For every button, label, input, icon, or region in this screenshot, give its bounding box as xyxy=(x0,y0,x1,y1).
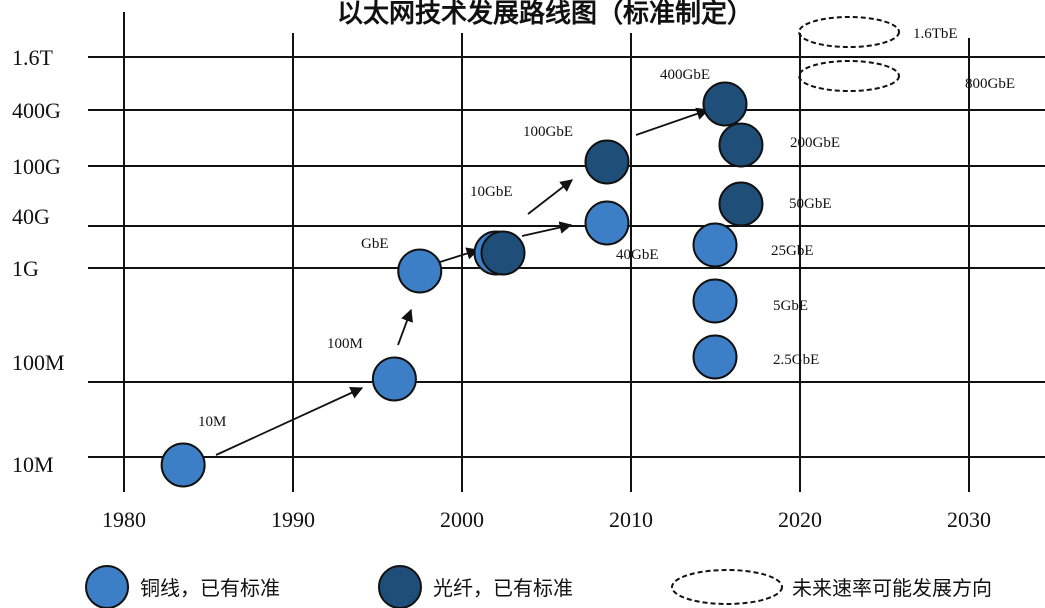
copper-standard-point xyxy=(692,278,738,324)
point-label: 200GbE xyxy=(790,135,840,151)
point-label: 2.5GbE xyxy=(773,352,819,368)
y-tick-label: 100M xyxy=(12,350,65,375)
x-tick-label: 1990 xyxy=(271,507,315,532)
point-label: 5GbE xyxy=(773,298,808,314)
copper-standard-point xyxy=(692,222,738,268)
y-tick-label: 10M xyxy=(12,452,54,477)
y-tick-label: 1G xyxy=(12,256,39,281)
fiber-standard-point xyxy=(718,181,764,227)
future-speed-ellipse xyxy=(798,60,900,92)
trend-arrow xyxy=(439,247,480,263)
point-label: 100GbE xyxy=(523,124,573,140)
point-label: 1.6TbE xyxy=(913,26,958,42)
copper-standard-point xyxy=(584,200,630,246)
legend-label: 未来速率可能发展方向 xyxy=(792,576,992,600)
copper-standard-point xyxy=(371,356,417,402)
legend-swatch xyxy=(85,565,129,608)
trend-arrow xyxy=(635,107,710,136)
point-label: GbE xyxy=(361,236,389,252)
trend-arrow xyxy=(521,221,573,237)
trend-arrows xyxy=(215,107,710,456)
chart-title: 以太网技术发展路线图（标准制定） xyxy=(337,0,753,29)
x-axis-tick-labels: 1980 1990 2000 2010 2020 2030 xyxy=(102,507,991,532)
trend-arrow xyxy=(215,387,364,456)
legend-label: 光纤，已有标准 xyxy=(433,576,573,600)
point-label: 40GbE xyxy=(616,247,659,263)
data-point-labels: 10M 100M GbE 10GbE 40GbE 25GbE 5GbE 2.5GbE 100Gb… xyxy=(198,26,1015,430)
future-speed-ellipse xyxy=(798,16,900,48)
point-label: 25GbE xyxy=(771,243,814,259)
point-label: 50GbE xyxy=(789,196,832,212)
copper-standard-point xyxy=(397,248,443,294)
legend-swatch xyxy=(671,569,783,605)
y-axis-tick-labels: 10M 100M 1G 40G 100G 400G 1.6T xyxy=(12,45,65,477)
point-label: 800GbE xyxy=(965,76,1015,92)
point-label: 10M xyxy=(198,414,226,430)
fiber-standard-point xyxy=(584,139,630,185)
legend: 铜线，已有标准 光纤，已有标准 未来速率可能发展方向 xyxy=(85,565,992,608)
x-tick-label: 2030 xyxy=(947,507,991,532)
x-tick-label: 1980 xyxy=(102,507,146,532)
x-tick-label: 2000 xyxy=(440,507,484,532)
grid-lines xyxy=(88,12,1045,492)
legend-label: 铜线，已有标准 xyxy=(140,576,280,600)
fiber-standard-point xyxy=(718,122,764,168)
y-tick-label: 1.6T xyxy=(12,45,54,70)
data-points xyxy=(160,16,900,488)
fiber-standard-point xyxy=(480,230,526,276)
fiber-standard-point xyxy=(702,81,748,127)
point-label: 10GbE xyxy=(470,184,513,200)
x-tick-label: 2010 xyxy=(609,507,653,532)
point-label: 100M xyxy=(327,336,363,352)
legend-swatch xyxy=(378,565,422,608)
trend-arrow xyxy=(397,308,413,346)
copper-standard-point xyxy=(692,334,738,380)
y-tick-label: 400G xyxy=(12,98,61,123)
point-label: 400GbE xyxy=(660,67,710,83)
y-tick-label: 100G xyxy=(12,154,61,179)
x-tick-label: 2020 xyxy=(778,507,822,532)
trend-arrow xyxy=(527,179,573,215)
y-tick-label: 40G xyxy=(12,204,50,229)
copper-standard-point xyxy=(160,442,206,488)
